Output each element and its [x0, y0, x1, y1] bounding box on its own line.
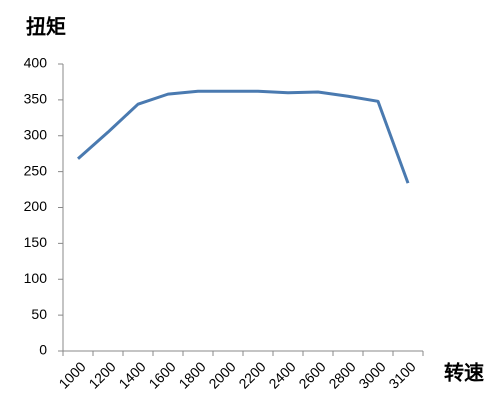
y-tick-label: 150: [24, 234, 48, 250]
y-tick-label: 200: [24, 198, 48, 214]
x-tick-label: 1200: [85, 358, 118, 391]
x-tick-label: 1600: [145, 358, 178, 391]
y-axis-title: 扭矩: [26, 14, 66, 38]
x-tick-label: 2400: [265, 358, 298, 391]
y-tick-label: 350: [24, 91, 48, 107]
y-tick-label: 400: [24, 55, 48, 71]
y-tick-label: 0: [39, 342, 47, 358]
x-axis-title: 转速: [444, 360, 484, 384]
x-tick-label: 1800: [175, 358, 208, 391]
x-tick-label: 2600: [295, 358, 328, 391]
y-tick-label: 100: [24, 270, 48, 286]
y-tick-label: 300: [24, 126, 48, 142]
x-tick-label: 1400: [115, 358, 148, 391]
x-tick-label: 3100: [385, 358, 418, 391]
x-tick-label: 1000: [55, 358, 88, 391]
x-tick-label: 2800: [325, 358, 358, 391]
y-tick-label: 250: [24, 162, 48, 178]
line-series: [77, 89, 410, 184]
x-tick-label: 3000: [355, 358, 388, 391]
x-tick-label: 2200: [235, 358, 268, 391]
x-tick-label: 2000: [205, 358, 238, 391]
y-tick-label: 50: [31, 306, 47, 322]
